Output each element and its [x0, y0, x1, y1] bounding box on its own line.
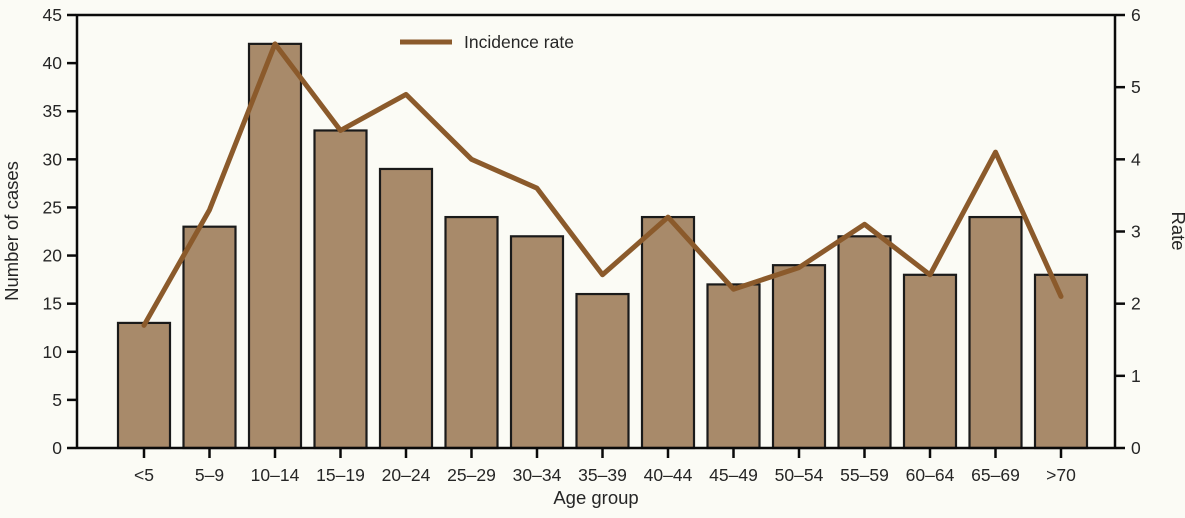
y-tick-label-left: 5: [52, 390, 62, 410]
x-tick-label: 5–9: [195, 465, 224, 485]
y-tick-label-left: 40: [43, 53, 63, 73]
bar: [771, 264, 827, 450]
x-tick-label: 30–34: [513, 465, 562, 485]
y-tick-label-right: 0: [1131, 438, 1141, 458]
bar: [575, 292, 630, 450]
bar: [837, 235, 892, 450]
legend-label: Incidence rate: [464, 32, 574, 52]
bar: [706, 283, 761, 450]
ticks-layer: [67, 13, 1125, 458]
x-tick-label: 35–39: [578, 465, 627, 485]
y-tick-label-left: 25: [43, 197, 62, 217]
y-axis-title-right: Rate: [1168, 211, 1185, 250]
y-tick-label-right: 6: [1131, 5, 1141, 25]
plot-frame: [75, 13, 1117, 450]
y-tick-label-right: 3: [1131, 222, 1141, 242]
bar: [182, 225, 237, 450]
bars-layer: [116, 42, 1089, 450]
bar: [902, 273, 958, 450]
bar: [640, 215, 696, 450]
rate-line: [141, 41, 1064, 328]
x-tick-label: 15–19: [316, 465, 365, 485]
y-tick-label-right: 1: [1131, 366, 1141, 386]
y-tick-label-left: 15: [43, 294, 62, 314]
bar: [444, 215, 499, 450]
y-tick-label-right: 4: [1131, 149, 1141, 169]
x-tick-label: <5: [134, 465, 154, 485]
bar: [968, 215, 1023, 450]
bar: [509, 235, 565, 450]
bar: [378, 167, 434, 450]
y-tick-label-left: 10: [43, 342, 63, 362]
y-tick-label-left: 45: [43, 5, 62, 25]
x-tick-label: 20–24: [382, 465, 431, 485]
y-tick-label-left: 20: [43, 246, 63, 266]
x-tick-label: 25–29: [447, 465, 496, 485]
bar: [313, 129, 368, 450]
y-tick-label-left: 0: [52, 438, 62, 458]
x-tick-label: 55–59: [840, 465, 889, 485]
x-tick-label: >70: [1046, 465, 1076, 485]
y-tick-label-left: 30: [43, 149, 63, 169]
x-tick-label: 10–14: [251, 465, 300, 485]
y-axis-title-left: Number of cases: [1, 161, 22, 301]
x-tick-label: 65–69: [971, 465, 1020, 485]
axes-frame-layer: [75, 13, 1117, 450]
bar: [247, 42, 303, 450]
x-tick-label: 50–54: [775, 465, 824, 485]
x-tick-label: 60–64: [906, 465, 955, 485]
rate-line-layer: [141, 41, 1064, 328]
x-axis-title: Age group: [553, 487, 638, 508]
legend: Incidence rate: [400, 32, 574, 52]
y-tick-label-right: 5: [1131, 77, 1141, 97]
y-tick-label-left: 35: [43, 101, 62, 121]
bar: [116, 321, 172, 450]
y-tick-label-right: 2: [1131, 294, 1141, 314]
bar: [1033, 273, 1089, 450]
x-tick-label: 40–44: [644, 465, 693, 485]
x-tick-label: 45–49: [709, 465, 758, 485]
